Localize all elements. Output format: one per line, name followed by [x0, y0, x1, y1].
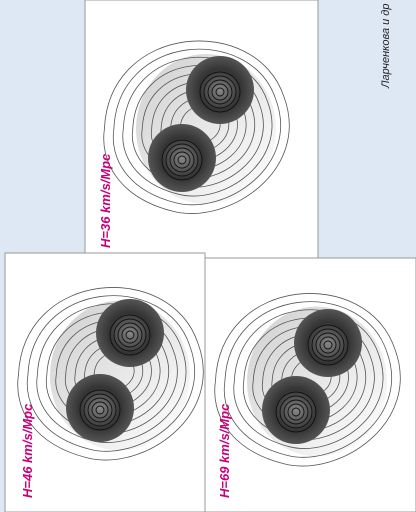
- contour: [112, 48, 282, 206]
- source-disk: [294, 309, 362, 377]
- ring: [177, 155, 187, 165]
- ring: [307, 324, 349, 366]
- contour: [122, 57, 273, 197]
- ring: [87, 397, 113, 423]
- source-disk: [148, 124, 216, 192]
- ring: [291, 407, 301, 417]
- contour: [17, 287, 204, 461]
- ring: [311, 328, 345, 362]
- contour: [242, 317, 375, 441]
- ring: [83, 393, 117, 427]
- source-disk: [186, 56, 254, 124]
- source-disk: [96, 299, 164, 367]
- contour: [36, 303, 187, 443]
- contour: [131, 65, 264, 188]
- source-disk: [262, 376, 330, 444]
- ring: [207, 79, 233, 105]
- panel-label: H=69 km/s/Mpc: [217, 403, 232, 498]
- contour: [233, 309, 384, 449]
- panel-label: H=46 km/s/Mpc: [20, 403, 35, 498]
- ring: [117, 322, 143, 348]
- contour: [26, 295, 196, 452]
- ring: [161, 139, 203, 181]
- contour: [223, 301, 393, 458]
- ring: [283, 399, 309, 425]
- ring: [211, 83, 229, 101]
- ring: [169, 147, 195, 173]
- ring: [113, 318, 147, 352]
- ring: [319, 336, 337, 354]
- ring: [109, 314, 151, 356]
- ring: [125, 330, 135, 340]
- ring: [79, 389, 121, 431]
- ring: [279, 395, 313, 429]
- panel: [204, 257, 416, 512]
- source-disk: [66, 374, 134, 442]
- panel: [84, 0, 319, 259]
- caption: Ларченкова и др: [380, 3, 392, 89]
- ring: [287, 403, 305, 421]
- ring: [165, 143, 199, 177]
- ring: [121, 326, 139, 344]
- ring: [95, 405, 105, 415]
- ring: [275, 391, 317, 433]
- contour: [103, 40, 290, 214]
- ring: [173, 151, 191, 169]
- ring: [203, 75, 237, 109]
- ring: [323, 340, 333, 350]
- panel-label: H=36 km/s/Mpc: [98, 153, 113, 248]
- contour: [214, 293, 401, 467]
- ring: [199, 71, 241, 113]
- ring: [91, 401, 109, 419]
- ring: [315, 332, 341, 358]
- ring: [215, 87, 225, 97]
- contour: [45, 311, 178, 435]
- panel: [4, 252, 206, 512]
